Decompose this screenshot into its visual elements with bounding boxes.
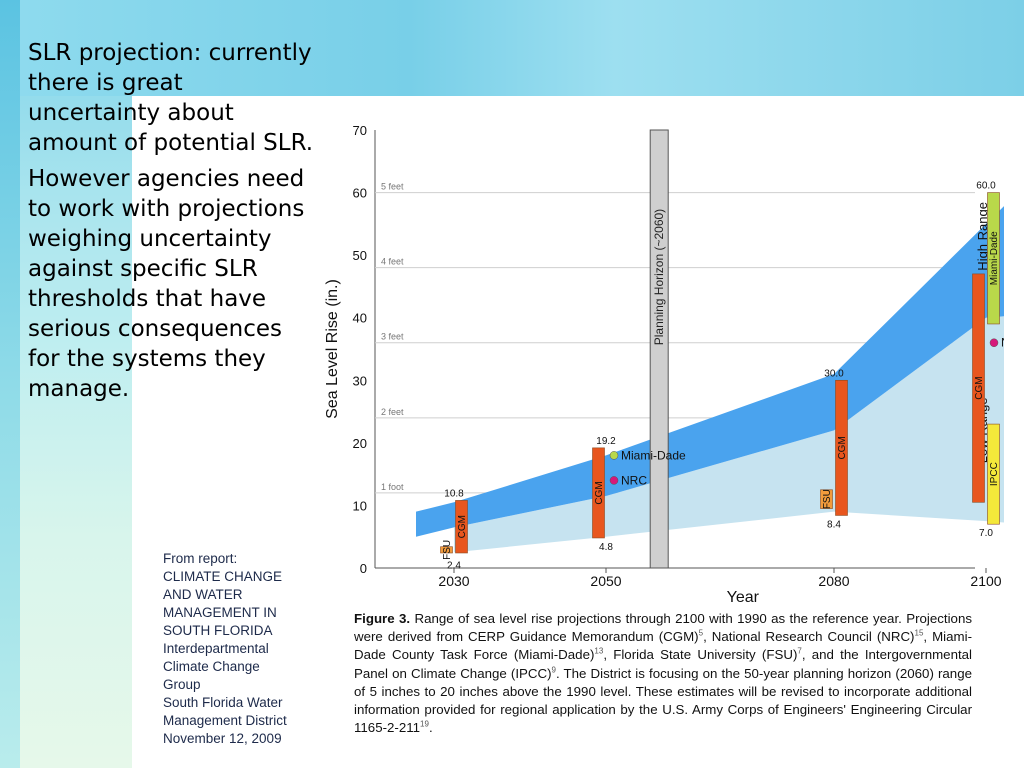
point-label: Miami-Dade [621, 448, 686, 462]
bar-label: CGM [457, 515, 468, 538]
caption-reference: 7 [797, 646, 802, 656]
bar-fsu [820, 489, 833, 509]
data-value-label: 2.4 [447, 561, 461, 572]
caption-label: Figure 3. [354, 611, 411, 626]
bar-fsu [440, 546, 453, 554]
source-line: CLIMATE CHANGE [163, 569, 283, 584]
bar-miami-dade [987, 192, 1000, 325]
y-tick-label: 60 [353, 186, 367, 201]
bar-ipcc [987, 423, 1000, 525]
planning-horizon-label: Planning Horizon (~2060) [652, 209, 666, 345]
feet-label: 3 feet [381, 332, 404, 342]
data-value-label: 19.2 [596, 436, 616, 447]
source-line: AND WATER [163, 587, 243, 602]
source-line: Climate Change [163, 659, 260, 674]
bullet-paragraph-2: However agencies need to work with proje… [28, 166, 305, 402]
point-nrc [989, 338, 999, 347]
y-tick-label: 0 [360, 561, 367, 576]
bar-label: FSU [822, 489, 833, 509]
data-value-label: 10.8 [444, 488, 464, 499]
x-tick-label: 2030 [438, 573, 469, 589]
point-nrc [609, 476, 619, 485]
figure-caption: Figure 3. Range of sea level rise projec… [354, 610, 972, 737]
caption-text: , Miami-Dade County Task Force (Miami-Da… [354, 629, 972, 663]
feet-label: 5 feet [381, 182, 404, 192]
source-line: From report: [163, 551, 238, 566]
background-water-band [0, 0, 1024, 96]
sea-level-rise-chart: 1 foot 2 feet 3 feet 4 feet 5 feet Planning H… [320, 118, 1024, 606]
data-value-label: 30.0 [824, 368, 844, 379]
y-tick-label: 10 [353, 498, 367, 513]
planning-horizon-bar [649, 129, 669, 569]
caption-reference: 15 [914, 628, 924, 638]
x-tick-label: 2100 [970, 573, 1001, 589]
x-tick-label: 2050 [590, 573, 621, 589]
bar-label: CGM [974, 376, 985, 399]
bar-cgm [835, 379, 848, 516]
caption-reference: 13 [594, 646, 604, 656]
data-value-label: 8.4 [827, 519, 841, 530]
point-miami-dade [609, 451, 619, 460]
feet-label: 1 foot [381, 482, 404, 492]
y-tick-label: 50 [353, 248, 367, 263]
point-label: NRC [1001, 336, 1004, 350]
feet-label: 4 feet [381, 257, 404, 267]
bar-cgm [972, 273, 985, 503]
background-left-edge [0, 0, 20, 768]
source-line: SOUTH FLORIDA [163, 623, 273, 638]
feet-label: 2 feet [381, 407, 404, 417]
caption-text: Range of sea level rise projections thro… [354, 611, 972, 645]
source-line: Group [163, 677, 201, 692]
source-line: South Florida Water [163, 695, 283, 710]
y-tick-label: 70 [353, 123, 367, 138]
data-value-label: 4.8 [599, 542, 613, 553]
source-line: Management District [163, 713, 287, 728]
caption-reference: 19 [420, 719, 429, 729]
source-line: November 12, 2009 [163, 731, 282, 746]
bullet-paragraph-1: SLR projection: currently there is great… [28, 40, 314, 156]
caption-text: , Florida State University (FSU) [603, 647, 798, 663]
bar-label: Miami-Dade [989, 231, 1000, 285]
y-tick-label: 40 [353, 311, 367, 326]
chart-svg: 1 foot 2 feet 3 feet 4 feet 5 feet Planning H… [324, 123, 1024, 606]
bar-cgm [592, 447, 605, 539]
x-tick-label: 2080 [818, 573, 849, 589]
low-range-area [454, 314, 1024, 553]
x-axis-title: Year [727, 589, 760, 602]
high-range-label: High Range [975, 202, 990, 271]
caption-text: . The District is focusing on the 50-yea… [354, 665, 972, 736]
data-value-label: 60.0 [976, 181, 996, 192]
caption-text: . [428, 720, 433, 736]
data-value-label: 7.0 [979, 528, 993, 539]
bullet-text: SLR projection: currently there is great… [28, 38, 318, 410]
y-axis-title: Sea Level Rise (in.) [324, 279, 341, 419]
high-range-area [416, 186, 1024, 537]
source-citation: From report: CLIMATE CHANGE AND WATER MANAG… [163, 550, 313, 748]
caption-text: , National Research Council (NRC) [703, 629, 915, 645]
bar-label: CGM [594, 481, 605, 504]
bar-label: CGM [837, 436, 848, 459]
bar-cgm [455, 500, 468, 554]
bar-label: FSU [442, 540, 453, 560]
caption-reference: 5 [698, 628, 704, 638]
caption-text: , and the Intergovernmental Panel on Cli… [354, 647, 973, 681]
bar-label: IPCC [989, 462, 1000, 486]
y-tick-label: 30 [353, 373, 367, 388]
source-line: MANAGEMENT IN [163, 605, 277, 620]
caption-reference: 9 [551, 665, 556, 675]
source-line: Interdepartmental [163, 641, 269, 656]
point-label: NRC [621, 473, 647, 487]
y-tick-label: 20 [353, 436, 367, 451]
